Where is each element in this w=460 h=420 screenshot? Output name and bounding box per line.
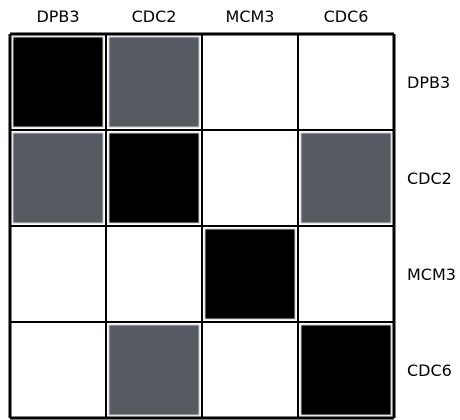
column-label-mcm3: MCM3 — [226, 7, 275, 26]
row-label-dpb3: DPB3 — [407, 73, 450, 92]
row-label-cdc2: CDC2 — [407, 169, 452, 188]
row-label-mcm3: MCM3 — [407, 265, 456, 284]
column-label-cdc2: CDC2 — [132, 7, 177, 26]
column-label-dpb3: DPB3 — [36, 7, 79, 26]
matrix-cell-dpb3-dpb3 — [12, 36, 104, 128]
matrix-cell-cdc6-cdc2 — [108, 324, 200, 416]
matrix-cell-cdc2-cdc6 — [300, 132, 392, 224]
matrix-grid — [8, 32, 396, 420]
matrix-cell-cdc2-dpb3 — [12, 132, 104, 224]
matrix-cells — [12, 36, 392, 416]
matrix-cell-cdc6-cdc6 — [300, 324, 392, 416]
matrix-cell-mcm3-mcm3 — [204, 228, 296, 320]
row-labels: DPB3 CDC2 MCM3 CDC6 — [407, 73, 456, 380]
matrix-cell-cdc2-cdc2 — [108, 132, 200, 224]
column-label-cdc6: CDC6 — [324, 7, 369, 26]
row-label-cdc6: CDC6 — [407, 361, 452, 380]
column-labels: DPB3 CDC2 MCM3 CDC6 — [36, 7, 368, 26]
matrix-cell-dpb3-cdc2 — [108, 36, 200, 128]
